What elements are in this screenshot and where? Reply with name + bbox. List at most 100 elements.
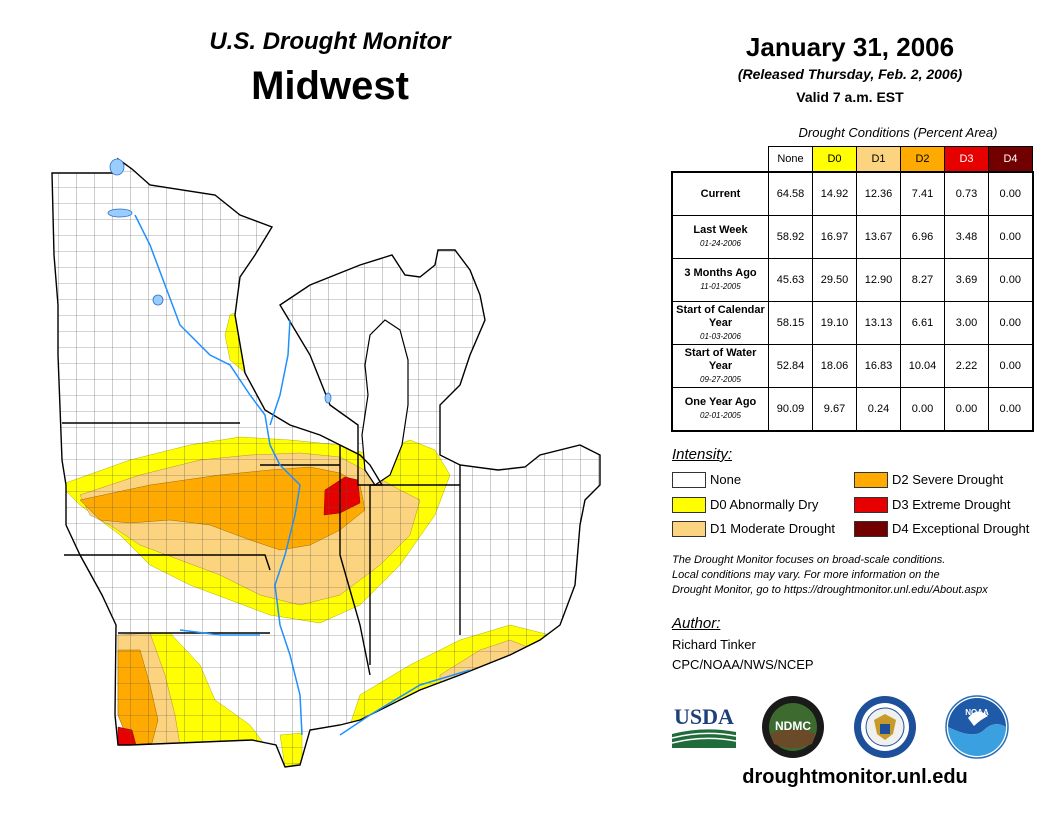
table-cell: 10.04 bbox=[900, 344, 945, 388]
row-date: 02-01-2005 bbox=[700, 411, 741, 420]
drought-conditions-table: None D0 D1 D2 D3 D4 Current 64.58 14.92 12.… bbox=[671, 146, 1034, 432]
author-org: CPC/NOAA/NWS/NCEP bbox=[672, 657, 814, 672]
table-cell: 16.83 bbox=[856, 344, 901, 388]
conditions-caption: Drought Conditions (Percent Area) bbox=[798, 125, 998, 140]
col-header-d2: D2 bbox=[900, 146, 945, 173]
table-cell: 0.00 bbox=[988, 344, 1033, 388]
table-row: Start of Water Year 09-27-2005 52.84 18.06 1… bbox=[671, 344, 1033, 388]
table-cell: 3.48 bbox=[944, 215, 989, 259]
row-label: 3 Months Ago 11-01-2005 bbox=[671, 258, 769, 302]
table-cell: 3.69 bbox=[944, 258, 989, 302]
table-cell: 13.13 bbox=[856, 301, 901, 345]
table-cell: 0.73 bbox=[944, 171, 989, 216]
noaa-logo: NOAA bbox=[945, 695, 1009, 759]
table-cell: 0.00 bbox=[900, 387, 945, 432]
legend-label: None bbox=[710, 472, 742, 487]
usda-logo: USDA bbox=[671, 704, 737, 748]
table-cell: 6.96 bbox=[900, 215, 945, 259]
note-line: Local conditions may vary. For more info… bbox=[672, 569, 940, 581]
table-cell: 13.67 bbox=[856, 215, 901, 259]
table-cell: 45.63 bbox=[768, 258, 813, 302]
usda-logo-text: USDA bbox=[674, 704, 734, 729]
table-cell: 0.00 bbox=[988, 258, 1033, 302]
row-date: 11-01-2005 bbox=[700, 282, 741, 291]
table-row: 3 Months Ago 11-01-2005 45.63 29.50 12.90 8.2… bbox=[671, 258, 1033, 302]
legend-swatch-d4 bbox=[854, 521, 888, 537]
valid-time: Valid 7 a.m. EST bbox=[796, 89, 904, 105]
table-cell: 0.00 bbox=[988, 301, 1033, 345]
table-cell: 90.09 bbox=[768, 387, 813, 432]
ndmc-logo: NDMC bbox=[762, 696, 824, 758]
row-label: One Year Ago 02-01-2005 bbox=[671, 387, 769, 432]
row-label-text: Start of Calendar Year bbox=[676, 303, 765, 329]
col-header-d4: D4 bbox=[988, 146, 1033, 173]
table-row: Current 64.58 14.92 12.36 7.41 0.73 0.00 bbox=[671, 171, 1033, 216]
table-cell: 0.00 bbox=[944, 387, 989, 432]
legend-label: D0 Abnormally Dry bbox=[710, 497, 819, 512]
table-cell: 6.61 bbox=[900, 301, 945, 345]
table-cell: 64.58 bbox=[768, 171, 813, 216]
row-label: Start of Calendar Year 01-03-2006 bbox=[671, 301, 769, 345]
rivers bbox=[134, 214, 471, 736]
legend-label: D1 Moderate Drought bbox=[710, 521, 836, 536]
table-cell: 14.92 bbox=[812, 171, 857, 216]
legend-swatch-d2 bbox=[854, 472, 888, 488]
legend-swatch-none bbox=[672, 472, 706, 488]
author-name: Richard Tinker bbox=[672, 637, 756, 652]
table-row: Start of Calendar Year 01-03-2006 58.15 19.… bbox=[671, 301, 1033, 345]
table-cell: 12.90 bbox=[856, 258, 901, 302]
disclaimer-note: The Drought Monitor focuses on broad-sca… bbox=[672, 553, 1052, 598]
table-row: One Year Ago 02-01-2005 90.09 9.67 0.24 0.00 0… bbox=[671, 387, 1033, 432]
table-cell: 0.00 bbox=[988, 171, 1033, 216]
drought-map bbox=[51, 157, 601, 768]
table-cell: 58.92 bbox=[768, 215, 813, 259]
author-heading: Author: bbox=[672, 615, 721, 632]
table-cell: 52.84 bbox=[768, 344, 813, 388]
note-line: Drought Monitor, go to https://droughtmo… bbox=[672, 584, 988, 596]
legend-swatch-d3 bbox=[854, 497, 888, 513]
table-cell: 7.41 bbox=[900, 171, 945, 216]
legend-label: D3 Extreme Drought bbox=[892, 497, 1011, 512]
table-cell: 18.06 bbox=[812, 344, 857, 388]
table-cell: 9.67 bbox=[812, 387, 857, 432]
region-title: Midwest bbox=[251, 64, 409, 108]
row-label-text: 3 Months Ago bbox=[684, 267, 757, 279]
legend-swatch-d0 bbox=[672, 497, 706, 513]
legend-label: D4 Exceptional Drought bbox=[892, 521, 1030, 536]
table-cell: 12.36 bbox=[856, 171, 901, 216]
row-date: 01-03-2006 bbox=[700, 331, 741, 341]
release-date: (Released Thursday, Feb. 2, 2006) bbox=[737, 66, 963, 82]
lake-michigan bbox=[361, 319, 409, 486]
table-row: Last Week 01-24-2006 58.92 16.97 13.67 6.96 3.… bbox=[671, 215, 1033, 259]
table-cell: 0.00 bbox=[988, 387, 1033, 432]
table-cell: 0.24 bbox=[856, 387, 901, 432]
row-label: Last Week 01-24-2006 bbox=[671, 215, 769, 259]
intensity-title: Intensity: bbox=[672, 446, 733, 463]
table-cell: 3.00 bbox=[944, 301, 989, 345]
table-cell: 16.97 bbox=[812, 215, 857, 259]
row-label: Current bbox=[671, 171, 769, 216]
footer-url: droughtmonitor.unl.edu bbox=[742, 766, 968, 788]
col-header-d0: D0 bbox=[812, 146, 857, 173]
table-corner bbox=[672, 147, 769, 173]
ndmc-logo-text: NDMC bbox=[775, 719, 811, 733]
row-date: 01-24-2006 bbox=[700, 239, 741, 248]
table-cell: 29.50 bbox=[812, 258, 857, 302]
table-cell: 19.10 bbox=[812, 301, 857, 345]
table-cell: 2.22 bbox=[944, 344, 989, 388]
col-header-d3: D3 bbox=[944, 146, 989, 173]
row-label-text: Current bbox=[700, 187, 741, 200]
row-label: Start of Water Year 09-27-2005 bbox=[671, 344, 769, 388]
legend-label: D2 Severe Drought bbox=[892, 472, 1004, 487]
row-label-text: Start of Water Year bbox=[684, 346, 757, 372]
map-date: January 31, 2006 bbox=[745, 32, 955, 62]
row-label-text: Last Week bbox=[693, 224, 748, 236]
commerce-seal-logo bbox=[854, 696, 916, 758]
noaa-logo-text: NOAA bbox=[965, 708, 989, 717]
col-header-d1: D1 bbox=[856, 146, 901, 173]
col-header-none: None bbox=[768, 146, 813, 173]
lakes bbox=[107, 158, 332, 404]
table-cell: 8.27 bbox=[900, 258, 945, 302]
note-line: The Drought Monitor focuses on broad-sca… bbox=[672, 554, 946, 566]
legend-swatch-d1 bbox=[672, 521, 706, 537]
